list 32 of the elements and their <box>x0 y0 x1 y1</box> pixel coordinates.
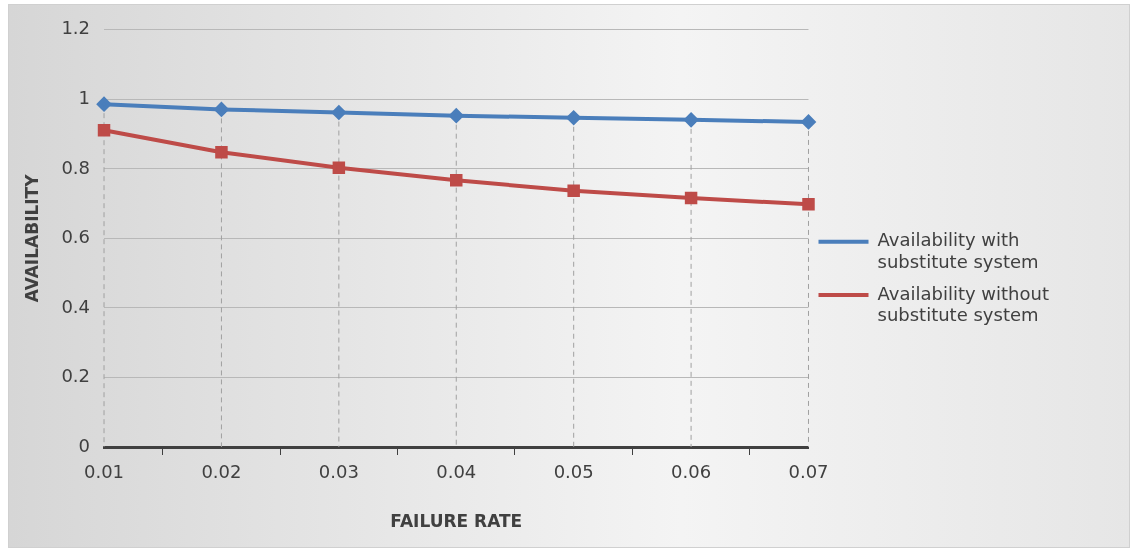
x-axis-title: FAILURE RATE <box>390 511 523 532</box>
point <box>97 97 112 112</box>
x-tick-label: 0.02 <box>201 461 242 483</box>
y-tick-label: 0.2 <box>61 365 91 387</box>
x-tick-label: 0.01 <box>83 461 125 483</box>
point <box>567 184 580 198</box>
point <box>331 105 346 120</box>
point <box>214 102 229 117</box>
point <box>215 145 228 159</box>
x-tick-label: 0.07 <box>788 461 829 483</box>
x-tick-label: 0.03 <box>318 461 359 483</box>
point <box>97 124 111 137</box>
point <box>332 161 346 175</box>
legend-label: Availability with substitute system <box>877 229 1039 273</box>
y-tick-label: 0.4 <box>61 295 91 317</box>
point <box>449 108 464 123</box>
y-axis-title: AVAILABILITY <box>21 173 42 303</box>
point <box>450 174 463 187</box>
y-tick-label: 1.2 <box>61 17 91 39</box>
point <box>802 198 815 211</box>
y-tick-label: 0.8 <box>61 156 91 178</box>
x-tick-label: 0.05 <box>553 461 594 483</box>
y-tick-label: 0 <box>78 434 91 456</box>
point <box>684 112 699 127</box>
x-tick-label: 0.06 <box>671 461 712 483</box>
point <box>801 114 816 129</box>
point <box>566 110 581 125</box>
point <box>684 191 698 205</box>
y-tick-label: 0.6 <box>61 226 91 248</box>
y-tick-label: 1 <box>78 87 91 109</box>
x-tick-label: 0.04 <box>436 461 477 483</box>
legend-label: Availability without substitute system <box>877 282 1050 326</box>
